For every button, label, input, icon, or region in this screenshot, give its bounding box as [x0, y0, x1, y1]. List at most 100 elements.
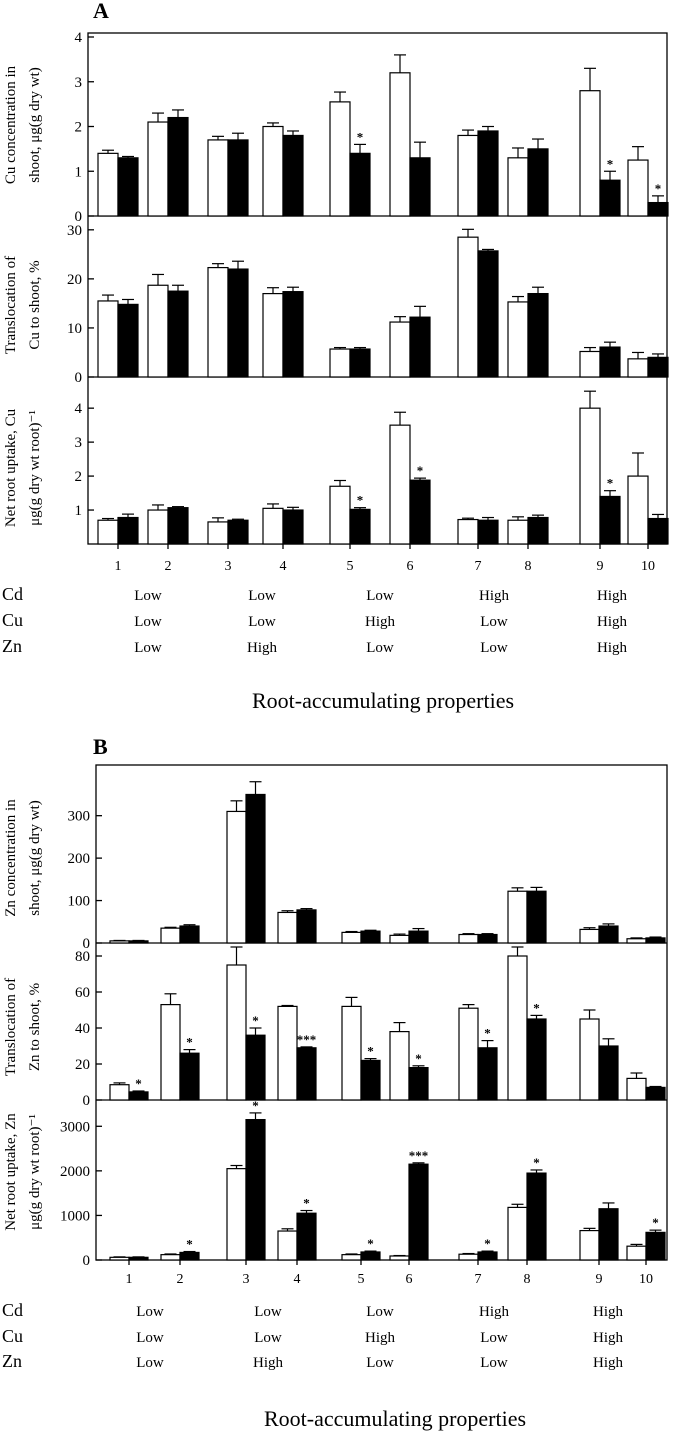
- panel-a-sub2-bar-filled-6: [409, 316, 431, 378]
- panel-b-property-value: High: [479, 1304, 510, 1320]
- panel-a-sub1-bar-open-3: [207, 139, 229, 217]
- panel-a-sub3-bar-open-8: [507, 519, 529, 545]
- panel-b-property-row-label: Cd: [2, 1300, 23, 1320]
- panel-a-sub1-significance-marker: *: [357, 129, 364, 144]
- panel-a-sub2-bar-open-9: [579, 350, 601, 378]
- panel-a-property-value: High: [479, 588, 510, 604]
- panel-b-sub3-bar-filled-8: [526, 1172, 547, 1261]
- panel-a-sub2-bar-filled-4: [282, 291, 304, 378]
- panel-b-sub1-bar-filled-1: [128, 940, 149, 944]
- panel-b-sub3-bar-filled-10: [645, 1231, 666, 1261]
- panel-a-category-label: 9: [597, 559, 604, 574]
- panel-b-sub1-ylabel: Zn concentration in: [3, 799, 19, 917]
- panel-a-sub1-bar-open-10: [627, 159, 649, 217]
- panel-a-sub2-bar-open-7: [457, 236, 479, 378]
- panel-b-property-value: Low: [136, 1355, 164, 1371]
- panel-a-property-value: Low: [366, 588, 394, 604]
- panel-b-sub3-bar-filled-7: [477, 1251, 498, 1261]
- panel-b-property-value: High: [593, 1330, 624, 1346]
- panel-b-category-label: 6: [406, 1272, 413, 1287]
- panel-a-sub3-bar-open-3: [207, 521, 229, 545]
- panel-a-sub3-bar-open-10: [627, 475, 649, 545]
- panel-b-property-table: Cd Cu Zn Low Low Low Low Low High Low High Low High L…: [2, 1300, 624, 1371]
- panel-a-sub1-significance-marker: *: [655, 181, 662, 196]
- panel-b-sub1-bar-open-9: [579, 928, 600, 944]
- panel-b-xlabel: Root-accumulating properties: [264, 1406, 526, 1431]
- panel-b-sub2-significance-marker: *: [533, 1000, 540, 1015]
- panel-b-sub2-bar-filled-10: [645, 1086, 666, 1101]
- panel-a-sub3-bar-open-4: [262, 507, 284, 545]
- panel-b-sub3-bar-open-8: [507, 1206, 528, 1261]
- panel-a-property-value: Low: [248, 614, 276, 630]
- panel-a-property-value: Low: [480, 614, 508, 630]
- panel-b-sub2-bar-open-6: [389, 1030, 410, 1101]
- panel-b-property-value: Low: [366, 1355, 394, 1371]
- panel-b-sub2-bar-open-8: [507, 955, 528, 1101]
- panel-b-property-value: Low: [136, 1304, 164, 1320]
- panel-b-sub3-bar-open-10: [626, 1245, 647, 1261]
- panel-a-cu-concentration-plot: 0 1 2 3 4 * * *: [75, 30, 669, 225]
- panel-a-sub1-bar-filled-5: [349, 152, 371, 217]
- panel-a-sub2-ytick-label: 30: [67, 223, 82, 239]
- panel-b-property-row-label: Zn: [2, 1351, 22, 1371]
- panel-a-sub1-ytick-label: 1: [75, 164, 83, 180]
- panel-b-sub2-ylabel-line2: Zn to shoot, %: [27, 983, 43, 1071]
- panel-a-property-value: High: [247, 640, 278, 656]
- panel-b-sub1-bar-filled-6: [408, 930, 429, 944]
- panel-a-sub1-bar-filled-10: [647, 201, 669, 217]
- panel-b-property-value: Low: [366, 1304, 394, 1320]
- panel-b-sub3-bar-filled-9: [598, 1208, 619, 1261]
- panel-b-sub3-significance-marker: ***: [409, 1148, 429, 1163]
- panel-a-sub2-bar-filled-8: [527, 292, 549, 378]
- panel-b-sub3-bar-filled-6: [408, 1163, 429, 1261]
- panel-b-sub3-significance-marker: *: [367, 1236, 374, 1251]
- panel-a-sub3-bar-filled-3: [227, 519, 249, 545]
- panel-a-sub3-bar-filled-10: [647, 517, 669, 545]
- panel-b-sub3-significance-marker: *: [484, 1236, 491, 1251]
- panel-b-sub2-bar-filled-3: [245, 1034, 266, 1101]
- panel-a-sub2-bar-open-10: [627, 358, 649, 378]
- panel-a-sub3-bar-filled-8: [527, 516, 549, 545]
- panel-a-sub2-ytick-label: 10: [67, 321, 82, 337]
- panel-b-category-labels: 1 2 3 4 5 6 7 8 9 10: [126, 1260, 653, 1287]
- panel-a-property-value: Low: [134, 614, 162, 630]
- panel-a-property-value: High: [597, 588, 628, 604]
- panel-b-sub3-significance-marker: *: [186, 1237, 193, 1252]
- panel-b-sub1-bar-filled-5: [360, 930, 381, 944]
- panel-a-label: A: [93, 0, 109, 23]
- panel-b-sub3-bar-filled-4: [296, 1212, 317, 1261]
- panel-a-sub2-ylabel: Translocation of: [3, 256, 19, 354]
- panel-b-category-label: 4: [294, 1272, 301, 1287]
- panel-b-sub1-bar-filled-3: [245, 793, 266, 944]
- panel-a-sub2-bar-open-4: [262, 292, 284, 378]
- panel-b-sub2-bar-open-5: [341, 1005, 362, 1101]
- panel-a-sub3-bar-filled-9: [599, 495, 621, 545]
- panel-b-sub2-ytick-label: 60: [75, 985, 90, 1001]
- panel-a-sub2-ylabel-line2: Cu to shoot, %: [27, 260, 43, 349]
- panel-b-sub2-bar-open-1: [109, 1084, 130, 1101]
- panel-b-sub3-significance-marker: *: [252, 1098, 259, 1113]
- panel-a-sub1-ytick-label: 4: [75, 30, 83, 46]
- panel-a-sub1-bar-open-9: [579, 90, 601, 217]
- panel-b-sub2-bar-open-7: [458, 1007, 479, 1101]
- panel-b-sub2-significance-marker: *: [367, 1044, 374, 1059]
- panel-b-property-value: Low: [254, 1330, 282, 1346]
- panel-a-sub1-ytick-label: 2: [75, 120, 83, 136]
- panel-b-sub2-ytick-label: 20: [75, 1057, 90, 1073]
- panel-a-sub2-bar-open-8: [507, 301, 529, 378]
- panel-b-sub1-bar-open-8: [507, 890, 528, 944]
- panel-b-property-value: High: [253, 1355, 284, 1371]
- panel-b-sub2-significance-marker: *: [252, 1013, 259, 1028]
- panel-a-sub1-bar-filled-1: [117, 157, 139, 217]
- panel-b-sub1-ytick-label: 200: [68, 851, 91, 867]
- panel-a-sub2-bar-filled-3: [227, 268, 249, 378]
- panel-a-sub2-bar-filled-2: [167, 290, 189, 378]
- panel-a-sub2-bar-filled-10: [647, 356, 669, 378]
- panel-a-sub1-ytick-label: 3: [75, 75, 83, 91]
- panel-a-property-value: Low: [366, 640, 394, 656]
- panel-a-sub3-bar-open-1: [97, 519, 119, 545]
- panel-a-sub1-bar-open-5: [329, 101, 351, 217]
